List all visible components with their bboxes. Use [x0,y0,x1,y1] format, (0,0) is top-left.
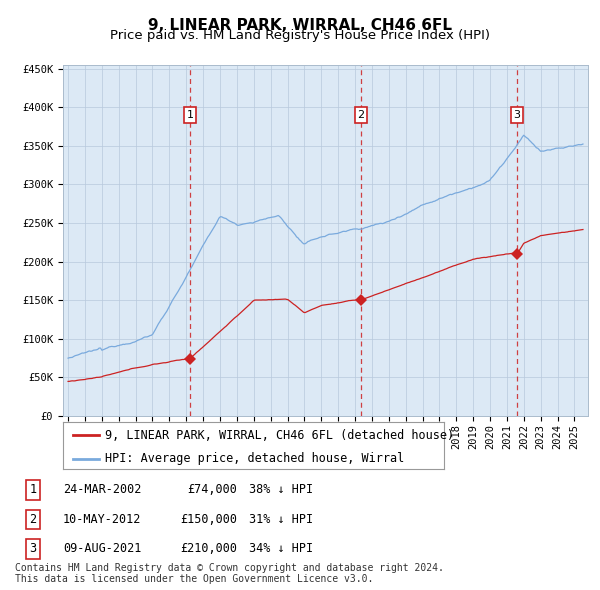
Text: 3: 3 [514,110,521,120]
Text: 34% ↓ HPI: 34% ↓ HPI [249,542,313,555]
Text: 9, LINEAR PARK, WIRRAL, CH46 6FL: 9, LINEAR PARK, WIRRAL, CH46 6FL [148,18,452,32]
Text: 31% ↓ HPI: 31% ↓ HPI [249,513,313,526]
Text: 3: 3 [29,542,37,555]
Text: £210,000: £210,000 [180,542,237,555]
Text: This data is licensed under the Open Government Licence v3.0.: This data is licensed under the Open Gov… [15,574,373,584]
Text: 9, LINEAR PARK, WIRRAL, CH46 6FL (detached house): 9, LINEAR PARK, WIRRAL, CH46 6FL (detach… [105,428,454,441]
Text: 1: 1 [29,483,37,496]
Text: 2: 2 [29,513,37,526]
Text: 09-AUG-2021: 09-AUG-2021 [63,542,142,555]
Text: Price paid vs. HM Land Registry's House Price Index (HPI): Price paid vs. HM Land Registry's House … [110,30,490,42]
Text: £74,000: £74,000 [187,483,237,496]
Text: 1: 1 [187,110,193,120]
Text: £150,000: £150,000 [180,513,237,526]
Text: 2: 2 [358,110,365,120]
Text: 38% ↓ HPI: 38% ↓ HPI [249,483,313,496]
Text: Contains HM Land Registry data © Crown copyright and database right 2024.: Contains HM Land Registry data © Crown c… [15,563,444,573]
Text: HPI: Average price, detached house, Wirral: HPI: Average price, detached house, Wirr… [105,452,404,465]
Text: 10-MAY-2012: 10-MAY-2012 [63,513,142,526]
Text: 24-MAR-2002: 24-MAR-2002 [63,483,142,496]
